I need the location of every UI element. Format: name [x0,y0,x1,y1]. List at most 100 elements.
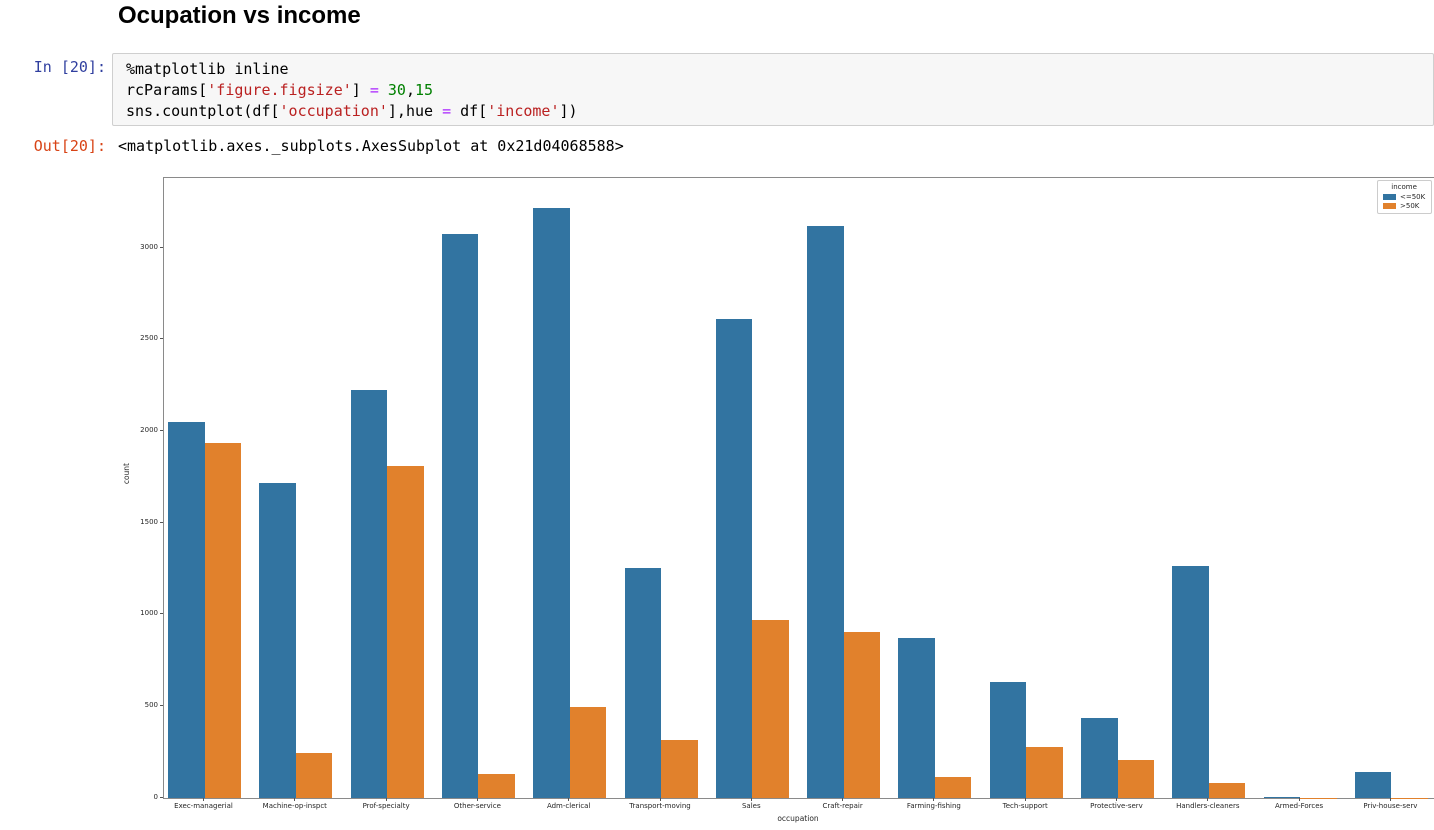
bar-<=50K [350,389,388,798]
x-tick-label: Farming-fishing [906,802,961,810]
x-tick-mark [750,798,752,801]
code-token: = [442,102,452,120]
code-token: = [369,81,379,99]
code-line: %matplotlib inline [126,59,1429,80]
bar-<=50K [441,233,479,798]
x-tick-label: Transport-moving [629,802,691,810]
code-token: %matplotlib inline [126,60,289,78]
x-tick-mark [294,798,296,801]
y-tick-label: 0 [153,792,158,801]
bar->50K [661,740,698,798]
bar-<=50K [807,226,844,798]
chart-image: count occupation income <=50K >50K 0 500 10… [118,163,1434,830]
legend-label: <=50K [1400,192,1426,201]
bar->50K [843,631,881,798]
y-tick-mark [160,796,163,798]
output-prompt: Out[20]: [33,137,106,155]
code-token: 15 [415,81,434,99]
x-tick-mark [842,798,844,801]
y-tick-mark [160,521,163,523]
bar-<=50K [259,482,296,798]
x-tick-mark [659,798,661,801]
x-tick-label: Other-service [453,802,501,810]
code-token [379,81,388,99]
bar->50K [569,706,607,798]
legend-swatch-icon [1383,193,1396,200]
y-tick-label: 500 [144,700,158,709]
x-tick-mark [1116,798,1117,801]
bar->50K [1026,747,1063,798]
code-line: rcParams['figure.figsize'] = 30,15 [126,80,1429,101]
code-token: 'income' [487,102,560,120]
x-tick-label: Priv-house-serv [1363,802,1418,810]
bar-<=50K [715,319,753,798]
bar-<=50K [533,207,570,798]
code-token: 'figure.figsize' [207,81,352,99]
x-tick-label: Adm-clerical [546,802,591,810]
plot-area [163,177,1434,799]
y-tick-label: 2500 [140,334,158,343]
x-tick-mark [1298,798,1300,801]
bar->50K [387,466,424,798]
bar->50K [934,777,972,798]
bar-<=50K [1354,771,1392,798]
bar-<=50K [1081,718,1118,798]
x-tick-mark [568,798,570,801]
x-tick-mark [385,798,387,801]
bar-<=50K [624,567,661,798]
bar-<=50K [1172,565,1209,798]
bar->50K [752,620,789,798]
output-repr-text: <matplotlib.axes._subplots.AxesSubplot a… [118,137,624,155]
x-tick-mark [203,798,204,801]
y-tick-mark [160,613,163,615]
x-tick-label: Craft-repair [822,802,863,810]
bar->50K [1208,782,1246,798]
code-line: sns.countplot(df['occupation'],hue = df[… [126,101,1429,122]
y-axis-label: count [122,463,131,485]
legend-item: >50K [1383,201,1425,210]
x-tick-mark [1207,798,1209,801]
y-tick-label: 2000 [140,426,158,435]
y-tick-mark [160,430,163,432]
code-token: rcParams[ [126,81,208,99]
x-tick-label: Machine-op-inspct [262,802,327,810]
x-tick-mark [1389,798,1391,801]
bar->50K [1117,759,1154,798]
x-tick-label: Exec-managerial [174,802,233,810]
x-tick-mark [1024,798,1026,801]
legend: income <=50K >50K [1377,180,1433,214]
bar->50K [295,753,333,798]
y-tick-mark [160,246,163,248]
bar-<=50K [1263,796,1301,798]
bar->50K [204,443,241,798]
x-tick-label: Tech-support [1002,802,1048,810]
y-tick-label: 1500 [140,517,158,526]
y-tick-label: 3000 [140,242,158,251]
legend-title: income [1391,183,1417,191]
x-tick-mark [933,798,935,801]
code-token: ] [351,81,370,99]
code-token: ],hue [387,102,443,120]
code-token: df[ [451,102,488,120]
code-token: sns.countplot(df[ [126,102,280,120]
x-tick-label: Handlers-cleaners [1176,802,1240,810]
legend-item: <=50K [1383,192,1425,201]
bar->50K [478,773,515,798]
bar-<=50K [898,637,935,798]
code-token: ]) [559,102,578,120]
x-axis-label: occupation [777,814,819,823]
x-tick-label: Protective-serv [1090,802,1143,810]
y-tick-mark [160,338,163,340]
x-tick-label: Sales [741,802,761,810]
bar-<=50K [989,681,1027,798]
code-editor[interactable]: %matplotlib inline rcParams['figure.figsi… [112,53,1434,126]
y-tick-mark [160,704,163,706]
x-tick-mark [476,798,478,801]
bar-<=50K [168,421,205,798]
x-tick-label: Armed-Forces [1274,802,1324,810]
legend-label: >50K [1400,201,1420,210]
x-tick-label: Prof-specialty [362,802,410,810]
input-prompt: In [20]: [33,58,106,76]
page-title: Ocupation vs income [118,2,361,29]
code-token: , [405,81,415,99]
